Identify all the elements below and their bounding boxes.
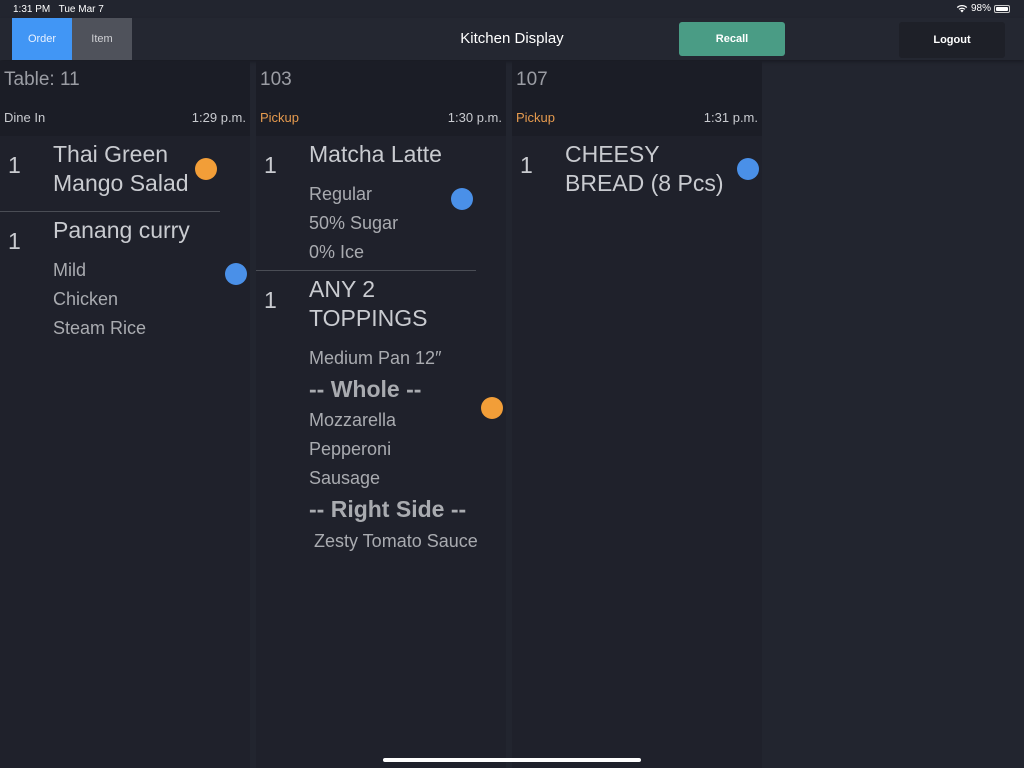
- item-modifiers: Medium Pan 12″ -- Whole -- Mozzarella Peppe…: [309, 344, 484, 552]
- wifi-icon: [956, 5, 968, 13]
- battery-fill: [996, 6, 1008, 11]
- order-type: Pickup: [516, 110, 556, 125]
- modifier: Mild: [53, 260, 87, 280]
- order-type: Dine In: [4, 110, 46, 125]
- ticket-item[interactable]: 1 Thai Green Mango Salad: [0, 136, 220, 212]
- ticket-number: 107: [516, 69, 548, 90]
- modifier: Zesty Tomato Sauce: [309, 531, 478, 551]
- ticket-item[interactable]: 1 Panang curry Mild Chicken Steam Rice: [0, 212, 250, 346]
- modifier-section: -- Whole --: [309, 376, 422, 402]
- recall-button[interactable]: Recall: [679, 22, 785, 56]
- item-quantity: 1: [520, 152, 533, 178]
- status-dot-orange[interactable]: [481, 397, 503, 419]
- item-name: Matcha Latte: [309, 141, 442, 167]
- ticket-header: Table: 11 Dine In 1:29 p.m.: [0, 61, 250, 136]
- order-ticket[interactable]: 103 Pickup 1:30 p.m. 1 Matcha Latte Regular 50…: [256, 61, 506, 768]
- modifier: Pepperoni: [309, 439, 392, 459]
- item-quantity: 1: [8, 152, 21, 178]
- item-quantity: 1: [264, 287, 277, 313]
- date: Tue Mar 7: [58, 4, 104, 15]
- ticket-item[interactable]: 1 CHEESY BREAD (8 Pcs): [512, 136, 762, 211]
- modifier: Steam Rice: [53, 318, 147, 338]
- ticket-header: 107 Pickup 1:31 p.m.: [512, 61, 762, 136]
- clock: 1:31 PM: [13, 4, 51, 15]
- modifier: Medium Pan 12″: [309, 348, 442, 368]
- modifier-section: -- Right Side --: [309, 496, 467, 522]
- order-time: 1:31 p.m.: [703, 110, 758, 125]
- modifier: Regular: [309, 184, 373, 204]
- status-dot-orange[interactable]: [195, 158, 217, 180]
- modifier: Sausage: [309, 468, 381, 488]
- ticket-item[interactable]: 1 Matcha Latte Regular 50% Sugar 0% Ice: [256, 136, 476, 271]
- status-dot-blue[interactable]: [451, 187, 473, 210]
- battery-percent: 98%: [970, 3, 991, 14]
- top-bar: Order Item Kitchen Display Recall Logout: [0, 18, 1024, 60]
- item-modifiers: Mild Chicken Steam Rice: [53, 256, 228, 343]
- status-bar: 1:31 PM Tue Mar 7 98%: [0, 0, 1024, 18]
- status-right: 98%: [956, 3, 1010, 14]
- ticket-number: 103: [260, 69, 292, 90]
- tab-item[interactable]: Item: [72, 18, 132, 60]
- status-time: 1:31 PM Tue Mar 7: [13, 4, 104, 15]
- tab-order[interactable]: Order: [12, 18, 72, 60]
- status-dot-blue[interactable]: [225, 263, 247, 285]
- modifier: 50% Sugar: [309, 213, 399, 233]
- item-modifiers: Regular 50% Sugar 0% Ice: [309, 180, 484, 267]
- battery-icon: [994, 4, 1010, 13]
- modifier: Mozzarella: [309, 410, 397, 430]
- order-type: Pickup: [260, 110, 300, 125]
- item-quantity: 1: [264, 152, 277, 178]
- item-name: CHEESY BREAD (8 Pcs): [565, 141, 724, 196]
- item-name: Panang curry: [53, 217, 190, 243]
- order-time: 1:29 p.m.: [191, 110, 246, 125]
- status-dot-blue[interactable]: [737, 157, 759, 180]
- logout-button[interactable]: Logout: [899, 22, 1005, 58]
- home-indicator[interactable]: [383, 758, 641, 762]
- order-ticket[interactable]: 107 Pickup 1:31 p.m. 1 CHEESY BREAD (8 Pcs): [512, 61, 762, 768]
- modifier: 0% Ice: [309, 242, 365, 262]
- item-name: ANY 2 TOPPINGS: [309, 276, 428, 331]
- order-time: 1:30 p.m.: [447, 110, 502, 125]
- modifier: Chicken: [53, 289, 119, 309]
- ticket-header: 103 Pickup 1:30 p.m.: [256, 61, 506, 136]
- order-ticket[interactable]: Table: 11 Dine In 1:29 p.m. 1 Thai Green Man…: [0, 61, 250, 768]
- item-quantity: 1: [8, 228, 21, 254]
- item-name: Thai Green Mango Salad: [53, 141, 189, 196]
- ticket-item[interactable]: 1 ANY 2 TOPPINGS Medium Pan 12″ -- Whole --…: [256, 271, 506, 555]
- ticket-number: Table: 11: [4, 69, 80, 90]
- page-title: Kitchen Display: [460, 30, 564, 47]
